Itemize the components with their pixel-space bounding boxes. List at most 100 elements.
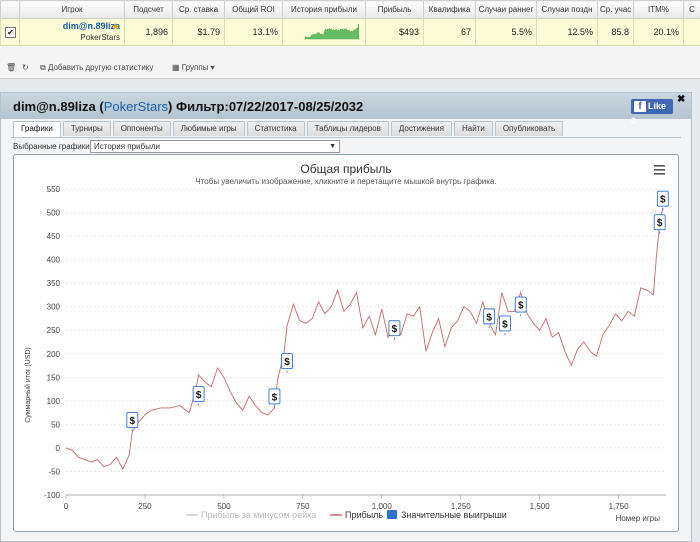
x-tick-label: 1,500: [530, 502, 551, 511]
profit-sparkline: [304, 23, 359, 40]
tab-leaderboards[interactable]: Таблицы лидеров: [306, 121, 389, 136]
chart-menu-icon[interactable]: [654, 165, 665, 175]
header-qualif[interactable]: Квалифика: [423, 0, 476, 19]
tab-publish[interactable]: Опубликовать: [494, 121, 564, 136]
big-win-marker[interactable]: $: [656, 190, 669, 211]
header-early[interactable]: Случаи раннег: [475, 0, 537, 19]
y-tick-label: 550: [47, 185, 61, 194]
header-roi[interactable]: Общий ROI: [224, 0, 283, 19]
tab-achievements[interactable]: Достижения: [390, 121, 452, 136]
y-tick-label: 0: [56, 444, 61, 453]
header-profit[interactable]: Прибыль: [365, 0, 424, 19]
player-name[interactable]: dim@n.89liza: [62, 21, 120, 31]
x-tick-label: 250: [138, 502, 152, 511]
add-stats-link[interactable]: ⧉ Добавить другую статистику: [40, 63, 154, 72]
big-win-marker[interactable]: $: [483, 308, 496, 328]
legend-symbol-big-wins: [387, 510, 397, 519]
tab-divider: [11, 137, 681, 138]
header-itm[interactable]: ITM%: [633, 0, 684, 19]
big-win-marker[interactable]: $: [268, 388, 281, 408]
x-tick-label: 1,750: [609, 502, 630, 511]
tab-opponents[interactable]: Оппоненты: [112, 121, 171, 136]
facebook-like-button[interactable]: f Like 0: [631, 99, 673, 126]
y-tick-label: 50: [51, 420, 60, 429]
x-tick-label: 0: [64, 502, 69, 511]
header-avg-stake[interactable]: Ср. ставка: [172, 0, 225, 19]
chart-select[interactable]: История прибыли ▼: [90, 140, 340, 153]
big-win-marker[interactable]: $: [281, 353, 294, 373]
big-win-label: $: [518, 301, 524, 312]
chart-container[interactable]: Общая прибыль Чтобы увеличить изображени…: [13, 154, 679, 532]
x-tick-label: 750: [296, 502, 310, 511]
late-cell: 12.5%: [536, 18, 598, 46]
big-win-label: $: [392, 324, 398, 335]
like-label: Like 0: [631, 101, 667, 126]
header-profit-history[interactable]: История прибыли: [282, 0, 366, 19]
chevron-down-icon: ▼: [329, 143, 336, 150]
stats-toolbar: 🗑 ↻ ⧉ Добавить другую статистику ▦ Групп…: [0, 60, 700, 76]
stats-table: Игрок Подсчет Ср. ставка Общий ROI Истор…: [0, 0, 700, 46]
header-late[interactable]: Случаи поздн: [536, 0, 598, 19]
y-tick-label: 100: [47, 397, 61, 406]
title-player: dim@n.89liza: [13, 99, 96, 114]
big-win-marker[interactable]: $: [653, 214, 666, 234]
table-row[interactable]: ✔ dim@n.89liza PokerStars ★ 1,896 $1.79 …: [0, 18, 700, 46]
refresh-icon[interactable]: ↻: [22, 63, 29, 72]
series-line-profit: [65, 207, 664, 471]
table-header-row: Игрок Подсчет Ср. ставка Общий ROI Истор…: [0, 0, 700, 19]
big-win-label: $: [272, 392, 278, 403]
tab-favorite-games[interactable]: Любимые игры: [172, 121, 245, 136]
y-tick-label: 300: [47, 303, 61, 312]
row-checkbox-cell: ✔: [0, 18, 20, 46]
y-tick-label: -50: [48, 467, 60, 476]
legend-profit[interactable]: Прибыль: [345, 510, 383, 520]
row-checkbox[interactable]: ✔: [5, 26, 16, 38]
big-win-marker[interactable]: $: [388, 320, 401, 340]
close-icon[interactable]: ✖: [677, 94, 686, 105]
profit-history-cell: [282, 18, 366, 46]
add-stats-label: Добавить другую статистику: [47, 63, 154, 72]
y-tick-label: 200: [47, 350, 61, 359]
title-filter: Фильтр:07/22/2017-08/25/2032: [175, 99, 364, 114]
y-axis-label: Суммарный итог (USD): [24, 347, 32, 423]
tab-charts[interactable]: Графики: [13, 121, 61, 137]
y-tick-label: 250: [47, 326, 61, 335]
trash-icon[interactable]: 🗑: [6, 63, 17, 72]
big-win-label: $: [660, 195, 666, 206]
x-tick-label: 500: [217, 502, 231, 511]
big-win-marker[interactable]: $: [514, 296, 527, 317]
panel-title: dim@n.89liza (PokerStars) Фильтр:07/22/2…: [13, 99, 364, 114]
y-tick-label: 150: [47, 373, 61, 382]
groups-menu[interactable]: ▦ Группы ▾: [172, 63, 215, 72]
panel-header: dim@n.89liza (PokerStars) Фильтр:07/22/2…: [1, 93, 691, 126]
title-network-link[interactable]: PokerStars: [103, 99, 169, 114]
tab-statistics[interactable]: Статистика: [246, 121, 305, 136]
star-icon[interactable]: ★: [111, 22, 120, 33]
y-tick-label: 450: [47, 232, 61, 241]
legend-net-profit[interactable]: Прибыль за минусом рейка: [201, 510, 316, 520]
chart-select-value: История прибыли: [94, 142, 160, 151]
chart-title: Общая прибыль: [300, 162, 391, 176]
header-player[interactable]: Игрок: [19, 0, 125, 19]
header-checkbox: [0, 0, 20, 19]
header-avg-field[interactable]: Ср. учас: [597, 0, 634, 19]
header-count[interactable]: Подсчет: [124, 0, 173, 19]
chart-subtitle: Чтобы увеличить изображение, кликните и …: [195, 177, 496, 186]
avg-field-cell: 85.8: [597, 18, 634, 46]
extra-cell: [683, 18, 700, 46]
big-win-label: $: [486, 312, 492, 323]
profit-chart[interactable]: Общая прибыль Чтобы увеличить изображени…: [14, 155, 678, 531]
tab-find[interactable]: Найти: [453, 121, 493, 136]
big-win-marker[interactable]: $: [498, 315, 511, 335]
y-tick-label: 350: [47, 279, 61, 288]
big-win-marker[interactable]: $: [192, 386, 205, 406]
tab-tournaments[interactable]: Турниры: [62, 121, 111, 136]
big-win-marker[interactable]: $: [126, 411, 139, 432]
x-tick-label: 1,250: [451, 502, 472, 511]
x-tick-label: 1,000: [372, 502, 393, 511]
big-win-label: $: [657, 218, 663, 229]
legend-big-wins[interactable]: Значительные выигрыши: [401, 510, 507, 520]
header-extra[interactable]: С: [683, 0, 700, 19]
facebook-icon: f: [634, 101, 646, 112]
itm-cell: 20.1%: [633, 18, 684, 46]
